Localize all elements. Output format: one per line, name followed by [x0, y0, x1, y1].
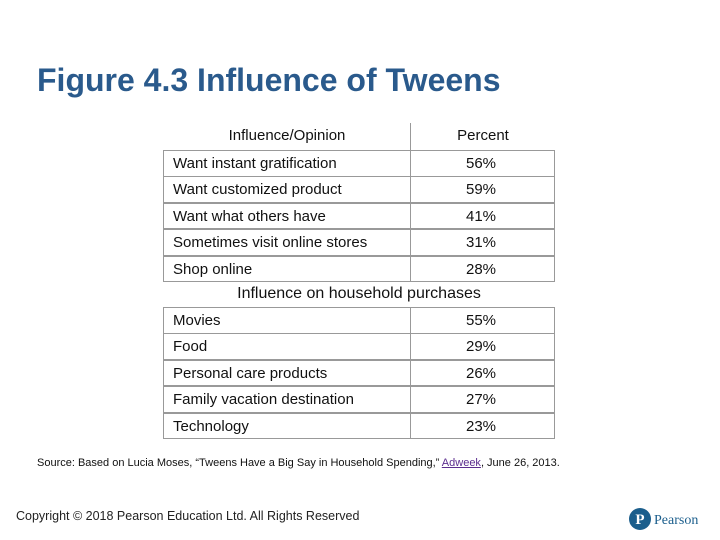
source-note: Source: Based on Lucia Moses, “Tweens Ha… — [37, 457, 560, 469]
label-cell: Technology — [163, 412, 411, 440]
logo-glyph: P — [635, 512, 644, 528]
value-cell: 55% — [410, 307, 555, 334]
label-cell: Want instant gratification — [163, 150, 411, 177]
value-cell: 29% — [410, 333, 555, 360]
value-cell: 41% — [410, 202, 555, 230]
source-text: Source: Based on Lucia Moses, “Tweens Ha… — [37, 457, 440, 469]
source-link[interactable]: Adweek — [441, 457, 481, 469]
value-cell: 26% — [410, 359, 555, 387]
value-cell: 59% — [410, 176, 555, 203]
value-cell: 28% — [410, 255, 555, 283]
source-suffix: , June 26, 2013. — [480, 457, 560, 469]
value-cell: 27% — [410, 386, 555, 413]
value-cell: 56% — [410, 150, 555, 177]
label-cell: Sometimes visit online stores — [163, 229, 411, 256]
header-cell: Influence/Opinion — [228, 127, 346, 144]
logo-text: Pearson — [654, 513, 698, 528]
label-cell: Family vacation destination — [163, 386, 411, 413]
label-cell: Movies — [163, 307, 411, 334]
label-cell: Want what others have — [163, 202, 411, 230]
slide-title: Figure 4.3 Influence of Tweens — [37, 62, 501, 98]
value-cell: 31% — [410, 229, 555, 256]
label-cell: Shop online — [163, 255, 411, 283]
logo-icon — [629, 508, 651, 530]
logo: P Pearson — [629, 508, 698, 530]
label-cell: Personal care products — [163, 359, 411, 387]
section-heading: Influence on household purchases — [237, 285, 481, 302]
label-cell: Food — [163, 333, 411, 360]
copyright: Copyright © 2018 Pearson Education Ltd. … — [16, 509, 360, 523]
value-cell: 23% — [410, 412, 555, 440]
label-cell: Want customized product — [163, 176, 411, 203]
header-cell: Percent — [410, 123, 555, 150]
